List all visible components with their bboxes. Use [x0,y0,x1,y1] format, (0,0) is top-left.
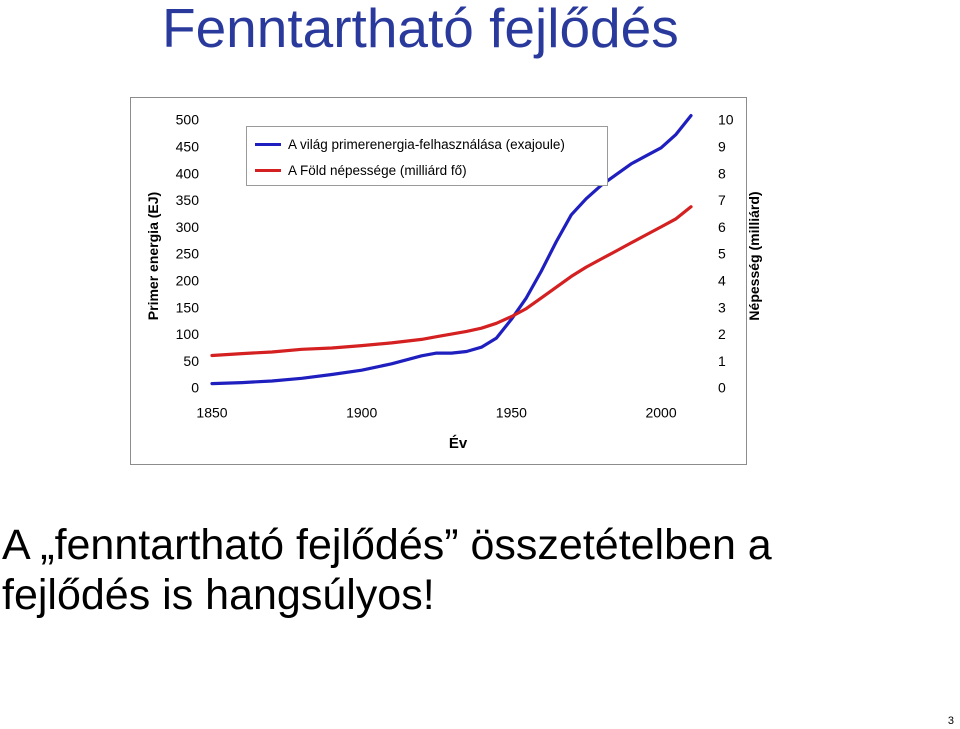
energy-series-line [210,113,693,386]
bottom-statement-line-1: A „fenntartható fejlődés” összetételben … [2,521,772,569]
x-tick-label: 1900 [346,405,377,421]
page-number: 3 [947,715,954,727]
y-right-tick-label: 3 [718,299,726,315]
y-right-tick-label: 8 [718,165,726,181]
chart-frame [130,97,747,465]
legend-item-energy: A világ primerenergia-felhasználása (exa… [255,134,565,154]
y-left-tick-label: 300 [176,219,200,235]
bottom-statement-line-2: fejlődés is hangsúlyos! [2,571,435,619]
legend-swatch-energy [255,142,281,146]
y-left-tick-label: 400 [176,165,200,181]
x-axis-label: Év [449,435,468,452]
y-right-tick-label: 9 [718,139,726,155]
chart-legend: A világ primerenergia-felhasználása (exa… [246,126,608,186]
y-right-tick-label: 0 [718,380,726,396]
x-tick-label: 2000 [645,405,676,421]
x-tick-label: 1950 [496,405,527,421]
legend-item-population: A Föld népessége (milliárd fő) [255,160,467,180]
y-left-tick-label: 500 [176,112,200,128]
y-left-tick-label: 100 [176,326,200,342]
y-axis-right-label: Népesség (milliárd) [746,191,762,320]
legend-label-population: A Föld népessége (milliárd fő) [288,162,467,178]
y-right-tick-label: 2 [718,326,726,342]
slide-title: Fenntartható fejlődés [162,0,679,59]
y-right-tick-label: 1 [718,353,726,369]
y-left-tick-label: 150 [176,299,200,315]
legend-swatch-population [255,168,281,172]
y-axis-left-label: Primer energia (EJ) [145,192,161,320]
y-right-tick-label: 5 [718,246,726,262]
y-left-tick-label: 350 [176,192,200,208]
y-right-tick-label: 4 [718,273,726,289]
y-left-tick-label: 450 [176,139,200,155]
bottom-statement: A „fenntartható fejlődés” összetételben … [2,520,952,620]
y-left-tick-label: 250 [176,246,200,262]
y-right-tick-label: 7 [718,192,726,208]
legend-label-energy: A világ primerenergia-felhasználása (exa… [288,136,565,152]
x-tick-label: 1850 [196,405,227,421]
y-left-tick-label: 200 [176,273,200,289]
population-series-line [210,205,693,358]
y-right-tick-label: 10 [718,112,734,128]
y-right-tick-label: 6 [718,219,726,235]
y-left-tick-label: 0 [191,380,199,396]
y-left-tick-label: 50 [183,353,199,369]
